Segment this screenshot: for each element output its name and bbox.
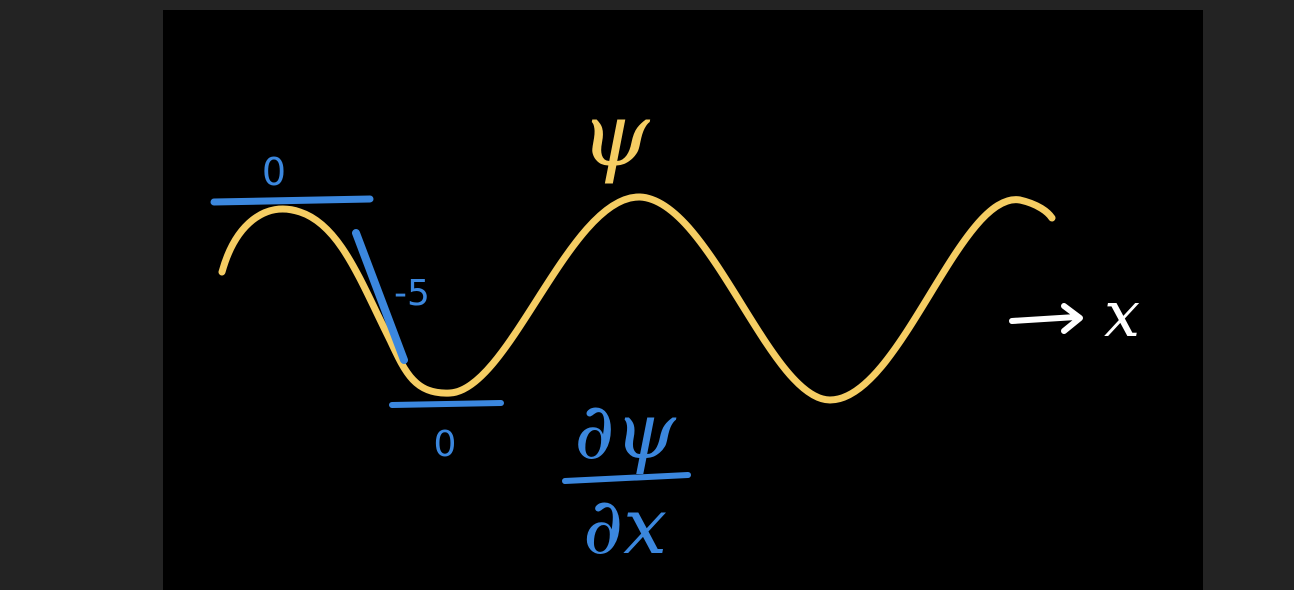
- derivative-fraction-bar: [562, 472, 691, 484]
- derivative-numerator: ∂ψ: [574, 387, 676, 477]
- slope-label-middle: -5: [394, 273, 430, 314]
- tangent-line-top: [210, 195, 374, 206]
- tangent-line-middle: [352, 229, 408, 364]
- wave-symbol-label: ψ: [580, 83, 650, 186]
- slope-label-top: 0: [262, 150, 286, 194]
- drawing-board: [163, 10, 1203, 590]
- axis-arrow-icon: [1009, 303, 1083, 334]
- slope-label-bottom: 0: [434, 424, 457, 465]
- wave-curve: [218, 193, 1056, 404]
- tangent-line-bottom: [389, 400, 504, 408]
- axis-variable-label: x: [1104, 278, 1140, 352]
- derivative-denominator: ∂x: [583, 482, 667, 572]
